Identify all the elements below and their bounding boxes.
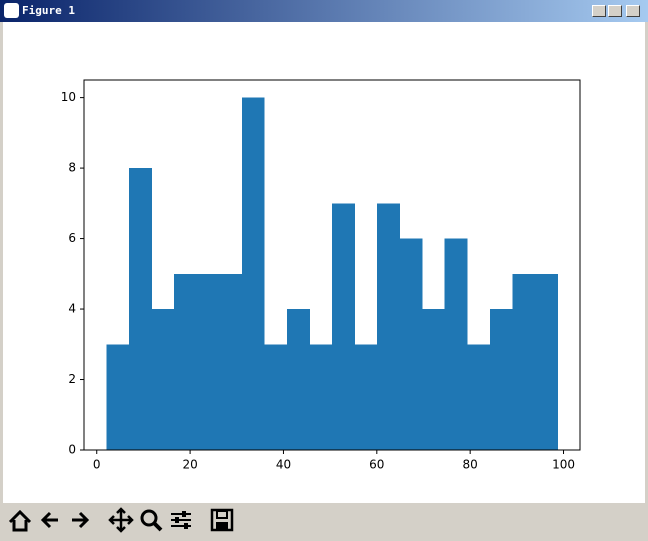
bar bbox=[309, 344, 333, 450]
save-button[interactable] bbox=[208, 506, 236, 534]
bar bbox=[377, 203, 400, 450]
y-tick-label: 2 bbox=[68, 372, 76, 386]
bar bbox=[444, 238, 468, 450]
close-button[interactable] bbox=[626, 5, 640, 17]
y-tick-label: 6 bbox=[68, 231, 76, 245]
bar bbox=[106, 344, 130, 450]
bar bbox=[512, 273, 536, 450]
bar bbox=[467, 344, 491, 450]
bar bbox=[219, 273, 243, 450]
bar bbox=[422, 309, 446, 450]
bar bbox=[196, 273, 220, 450]
bar bbox=[534, 273, 558, 450]
bar bbox=[264, 344, 288, 450]
y-tick-label: 8 bbox=[68, 161, 76, 175]
y-tick-label: 0 bbox=[68, 443, 76, 457]
bar bbox=[286, 309, 310, 450]
bar bbox=[489, 309, 513, 450]
pan-button[interactable] bbox=[107, 506, 135, 534]
y-tick-label: 10 bbox=[61, 90, 76, 104]
y-tick-label: 4 bbox=[68, 302, 76, 316]
x-tick-label: 80 bbox=[463, 458, 478, 472]
zoom-button[interactable] bbox=[137, 506, 165, 534]
chart: 0 20 40 60 80 100 0 2 4 6 8 10 bbox=[3, 22, 645, 503]
bar bbox=[241, 97, 265, 450]
x-tick-label: 60 bbox=[369, 458, 384, 472]
bar bbox=[129, 168, 152, 450]
title-bar: Figure 1 bbox=[0, 0, 648, 22]
window-title: Figure 1 bbox=[22, 4, 75, 17]
maximize-button[interactable] bbox=[608, 5, 622, 17]
x-tick-label: 20 bbox=[182, 458, 197, 472]
minimize-button[interactable] bbox=[592, 5, 606, 17]
bar bbox=[332, 203, 355, 450]
bar bbox=[354, 344, 378, 450]
home-button[interactable] bbox=[6, 506, 34, 534]
app-icon bbox=[4, 3, 19, 18]
x-tick-label: 100 bbox=[552, 458, 575, 472]
x-tick-label: 40 bbox=[276, 458, 291, 472]
x-tick-label: 0 bbox=[93, 458, 101, 472]
back-button[interactable] bbox=[36, 506, 64, 534]
configure-button[interactable] bbox=[167, 506, 195, 534]
axes-frame bbox=[83, 79, 581, 451]
bar bbox=[174, 273, 198, 450]
bar bbox=[151, 309, 175, 450]
forward-button[interactable] bbox=[66, 506, 94, 534]
bar bbox=[399, 238, 423, 450]
